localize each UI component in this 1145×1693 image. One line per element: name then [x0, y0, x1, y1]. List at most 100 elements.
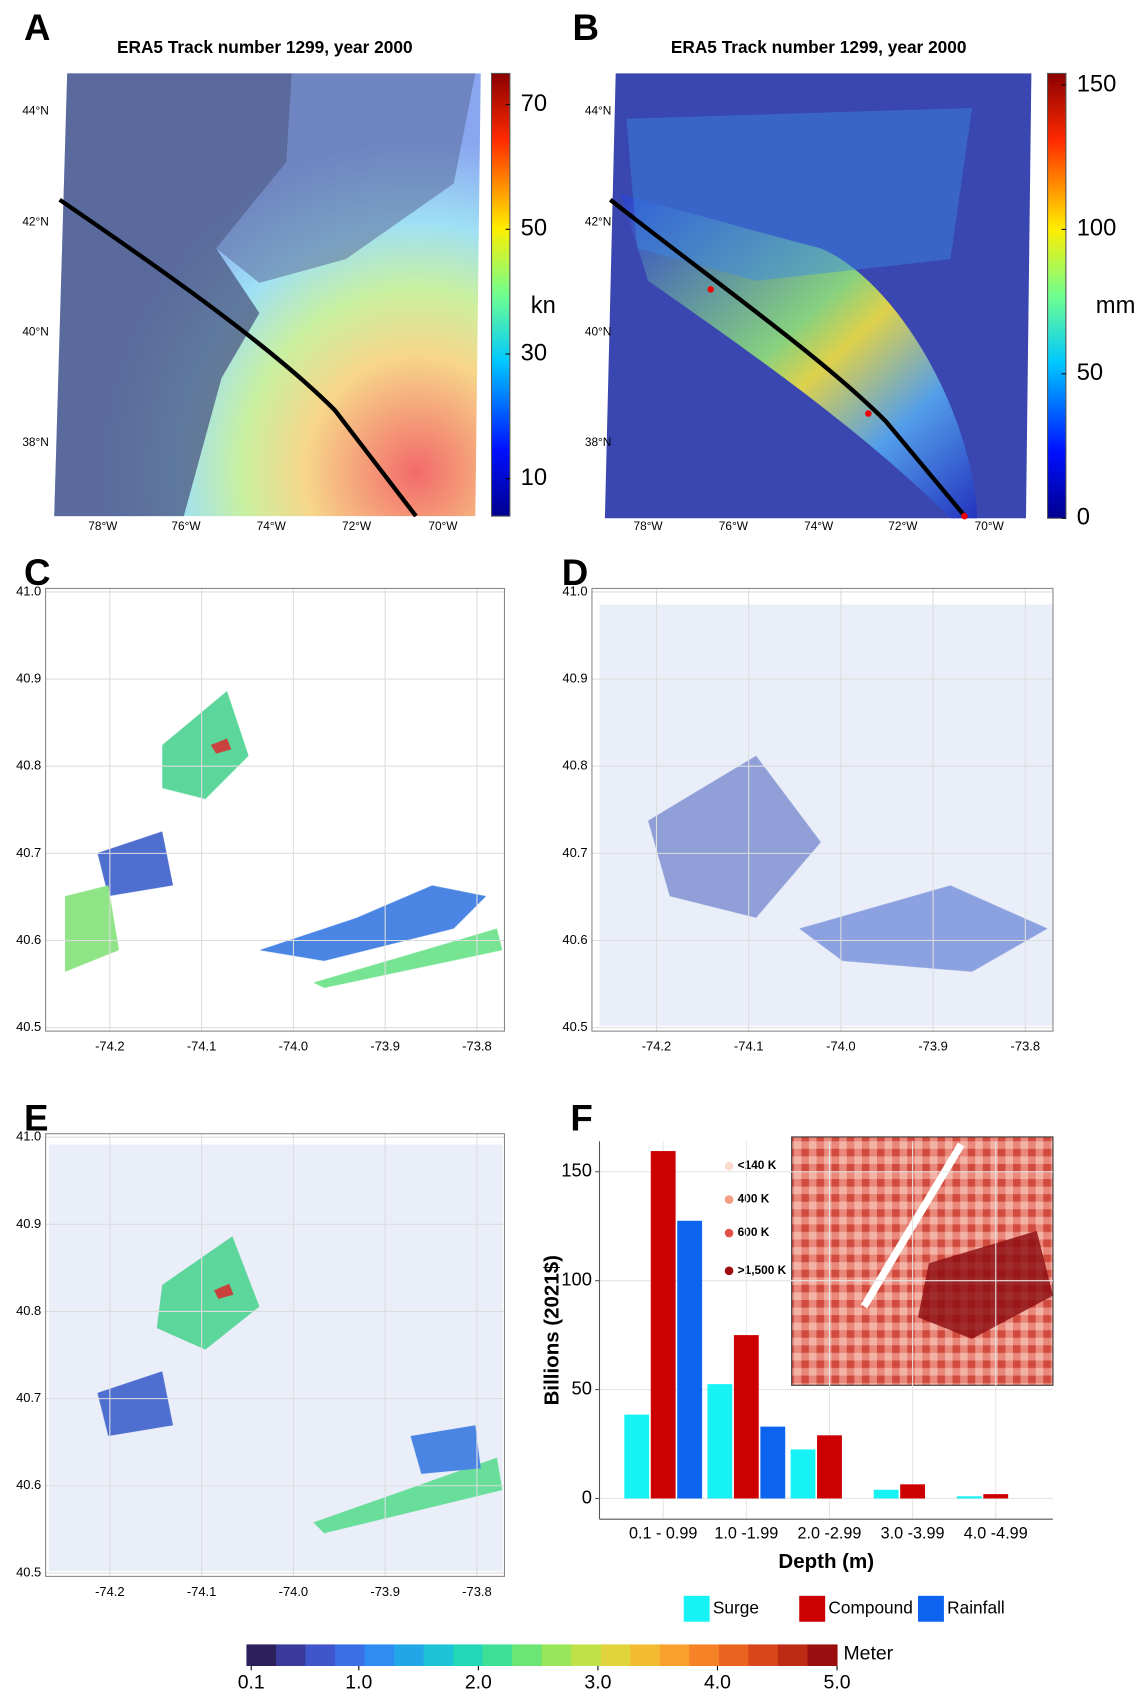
colorbar-swatch	[512, 1644, 543, 1667]
bar	[817, 1435, 842, 1499]
x-tick-label: -74.2	[95, 1039, 125, 1054]
bar	[760, 1426, 786, 1499]
x-tick-label: -73.9	[370, 1039, 399, 1054]
x-tick-label: 1.0 -1.99	[714, 1525, 778, 1543]
bar	[677, 1220, 703, 1499]
inset-legend-label: <140 K	[738, 1158, 777, 1172]
inset-map	[791, 1136, 1054, 1386]
bar	[956, 1496, 982, 1499]
x-tick-label: -73.8	[1011, 1039, 1040, 1054]
map-frame	[45, 1133, 506, 1577]
colorbar-swatch	[394, 1644, 425, 1667]
y-tick-label: 40.9	[16, 1216, 41, 1231]
lon-label: 74°W	[257, 519, 287, 533]
colorbar-tick-label: 70	[521, 90, 547, 117]
y-tick-label: 40.7	[16, 845, 41, 860]
y-tick-label: 40.7	[562, 845, 587, 860]
colorbar-tick-label: 0.1	[238, 1671, 265, 1693]
colorbar-swatch	[807, 1644, 838, 1667]
bar	[873, 1489, 899, 1499]
lon-label: 74°W	[804, 519, 834, 533]
colorbar-tick-label: 150	[1077, 70, 1117, 97]
colorbar-tick-label: 100	[1077, 215, 1117, 242]
x-tick-label: -73.8	[462, 1584, 491, 1599]
lat-label: 44°N	[585, 103, 611, 117]
lon-label: 72°W	[342, 519, 372, 533]
colorbar-swatch	[630, 1644, 661, 1667]
colorbar	[1047, 72, 1067, 519]
colorbar-unit: kn	[531, 292, 556, 319]
lon-label: 78°W	[634, 519, 664, 533]
x-tick-label: -74.1	[187, 1584, 217, 1599]
colorbar-tick-label: 50	[1077, 359, 1103, 386]
flood-map-art	[48, 604, 1053, 1571]
y-tick-label: 40.8	[562, 758, 587, 773]
x-tick-label: -73.8	[462, 1039, 491, 1054]
x-tick-label: -74.1	[187, 1039, 217, 1054]
colorbar-swatch	[482, 1644, 513, 1667]
legend-swatch	[918, 1595, 944, 1622]
colorbar-swatch	[718, 1644, 749, 1667]
lat-label: 44°N	[22, 103, 49, 117]
x-tick-label: 0.1 - 0.99	[629, 1525, 697, 1543]
y-tick-label: 40.5	[562, 1019, 587, 1034]
colorbar-swatch	[659, 1644, 690, 1667]
colorbar-swatch	[364, 1644, 395, 1667]
lat-label: 42°N	[585, 215, 611, 229]
y-tick-label: 40.9	[16, 670, 41, 685]
colorbar-tick-label: 5.0	[824, 1671, 851, 1693]
legend-swatch	[799, 1595, 826, 1622]
bar	[707, 1384, 733, 1499]
inset-legend-label: 400 K	[738, 1192, 770, 1206]
y-tick-label: 100	[561, 1269, 592, 1290]
bar	[900, 1484, 926, 1499]
lon-label: 70°W	[428, 519, 458, 533]
y-tick-label: 40.5	[16, 1019, 41, 1034]
x-tick-label: -74.2	[642, 1039, 672, 1054]
bar	[983, 1494, 1009, 1499]
x-tick-label: -74.0	[279, 1584, 308, 1599]
colorbar-swatch	[453, 1644, 484, 1667]
x-tick-label: 2.0 -2.99	[798, 1525, 862, 1543]
legend-label: Rainfall	[947, 1597, 1005, 1617]
lat-label: 42°N	[22, 215, 49, 229]
colorbar-swatch	[571, 1644, 602, 1667]
legend-label: Surge	[713, 1597, 759, 1617]
inset-legend-label: 600 K	[738, 1225, 770, 1239]
bar	[650, 1151, 676, 1499]
panel-letter: E	[24, 1097, 48, 1138]
y-tick-label: 41.0	[562, 583, 587, 598]
bar	[790, 1449, 816, 1499]
x-tick-label: -74.2	[95, 1584, 125, 1599]
x-tick-label: -73.9	[918, 1039, 948, 1054]
y-tick-label: 40.7	[16, 1390, 41, 1405]
colorbar-unit: Meter	[844, 1642, 894, 1664]
y-tick-label: 40.6	[562, 932, 587, 947]
panel-letter: A	[24, 7, 51, 48]
colorbar-swatch	[748, 1644, 779, 1667]
inset-legend-label: >1,500 K	[738, 1263, 787, 1277]
inset-legend-dot	[724, 1195, 734, 1204]
y-tick-label: 41.0	[16, 583, 41, 598]
map-title: ERA5 Track number 1299, year 2000	[117, 37, 413, 57]
lat-label: 40°N	[22, 325, 49, 339]
y-tick-label: 150	[561, 1160, 592, 1181]
colorbar-unit: mm	[1096, 292, 1136, 319]
y-tick-label: 40.6	[16, 932, 41, 947]
map-title: ERA5 Track number 1299, year 2000	[671, 37, 967, 57]
y-tick-label: 40.5	[16, 1564, 41, 1579]
panel-letter: B	[573, 7, 600, 48]
colorbar-swatch	[541, 1644, 572, 1667]
x-tick-label: -74.1	[734, 1039, 764, 1054]
colorbar-swatch	[246, 1644, 277, 1667]
legend-swatch	[683, 1595, 710, 1622]
y-tick-label: 40.6	[16, 1477, 41, 1492]
panel-letter: F	[570, 1097, 592, 1138]
colorbar-tick-label: 50	[521, 215, 547, 242]
panel-letter: D	[562, 552, 589, 593]
y-tick-label: 41.0	[16, 1129, 41, 1144]
inset-legend-dot	[724, 1228, 734, 1238]
lon-label: 78°W	[88, 519, 118, 533]
colorbar-tick-label: 0	[1077, 504, 1090, 531]
